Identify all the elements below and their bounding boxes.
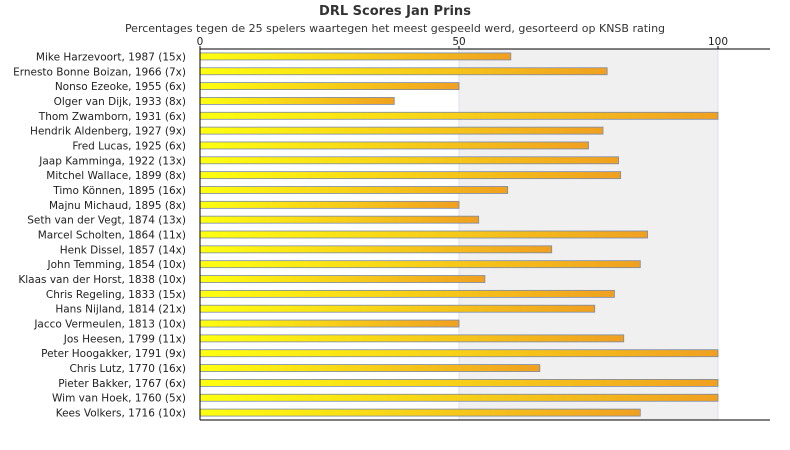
bar bbox=[199, 52, 512, 61]
bar bbox=[199, 215, 480, 224]
category-label: Mike Harzevoort, 1987 (15x) bbox=[36, 51, 186, 63]
bar bbox=[199, 82, 460, 90]
category-label: Seth van der Vegt, 1874 (13x) bbox=[27, 215, 186, 227]
category-label: Klaas van der Horst, 1838 (10x) bbox=[18, 274, 186, 286]
category-label: Marcel Scholten, 1864 (11x) bbox=[38, 230, 186, 242]
category-label: Ernesto Bonne Boizan, 1966 (7x) bbox=[13, 66, 186, 78]
chart-subtitle: Percentages tegen de 25 spelers waartege… bbox=[124, 22, 666, 35]
bar bbox=[199, 67, 608, 76]
bar bbox=[199, 141, 589, 150]
category-label: Peter Hoogakker, 1791 (9x) bbox=[41, 348, 186, 360]
bar bbox=[199, 171, 622, 180]
category-label: Jaap Kamminga, 1922 (13x) bbox=[38, 155, 186, 167]
category-label: Olger van Dijk, 1933 (8x) bbox=[54, 96, 186, 108]
category-label: Jacco Vermeulen, 1813 (10x) bbox=[33, 319, 186, 331]
category-label: Henk Dissel, 1857 (14x) bbox=[60, 244, 186, 256]
bar bbox=[199, 304, 596, 313]
category-label: Chris Regeling, 1833 (15x) bbox=[46, 289, 186, 301]
bar bbox=[199, 349, 719, 358]
category-label: Nonso Ezeoke, 1955 (6x) bbox=[55, 81, 186, 93]
bar bbox=[199, 275, 486, 283]
bar bbox=[199, 334, 625, 343]
category-label: Wim van Hoek, 1760 (5x) bbox=[52, 393, 186, 405]
category-label: Mitchel Wallace, 1899 (8x) bbox=[46, 170, 186, 182]
bar bbox=[199, 200, 460, 209]
bar bbox=[199, 156, 619, 165]
bar bbox=[199, 393, 719, 402]
x-tick-label: 0 bbox=[197, 36, 204, 48]
bar bbox=[199, 260, 641, 269]
bar bbox=[199, 186, 509, 194]
bar bbox=[199, 378, 719, 387]
category-label: Pieter Bakker, 1767 (6x) bbox=[58, 378, 186, 390]
bar bbox=[199, 126, 604, 135]
bar bbox=[199, 319, 460, 328]
bar bbox=[199, 230, 648, 239]
bar bbox=[199, 97, 395, 105]
category-label: Kees Volkers, 1716 (10x) bbox=[56, 408, 186, 420]
category-label: Jos Heesen, 1799 (11x) bbox=[63, 333, 186, 345]
bar bbox=[199, 289, 615, 298]
category-label: John Temming, 1854 (10x) bbox=[47, 259, 186, 271]
category-label: Hendrik Aldenberg, 1927 (9x) bbox=[30, 126, 186, 138]
x-tick-label: 100 bbox=[708, 36, 728, 48]
category-label: Timo Können, 1895 (16x) bbox=[52, 185, 186, 197]
chart-title: DRL Scores Jan Prins bbox=[319, 4, 471, 19]
bar bbox=[199, 111, 719, 120]
category-label: Thom Zwamborn, 1931 (6x) bbox=[38, 111, 186, 123]
x-tick-label: 50 bbox=[452, 36, 465, 48]
category-label: Fred Lucas, 1925 (6x) bbox=[72, 140, 186, 152]
category-label: Majnu Michaud, 1895 (8x) bbox=[49, 200, 186, 212]
bar bbox=[199, 364, 541, 372]
bar bbox=[199, 408, 641, 417]
category-label: Hans Nijland, 1814 (21x) bbox=[55, 304, 186, 316]
category-label: Chris Lutz, 1770 (16x) bbox=[70, 363, 186, 375]
bar bbox=[199, 245, 553, 254]
